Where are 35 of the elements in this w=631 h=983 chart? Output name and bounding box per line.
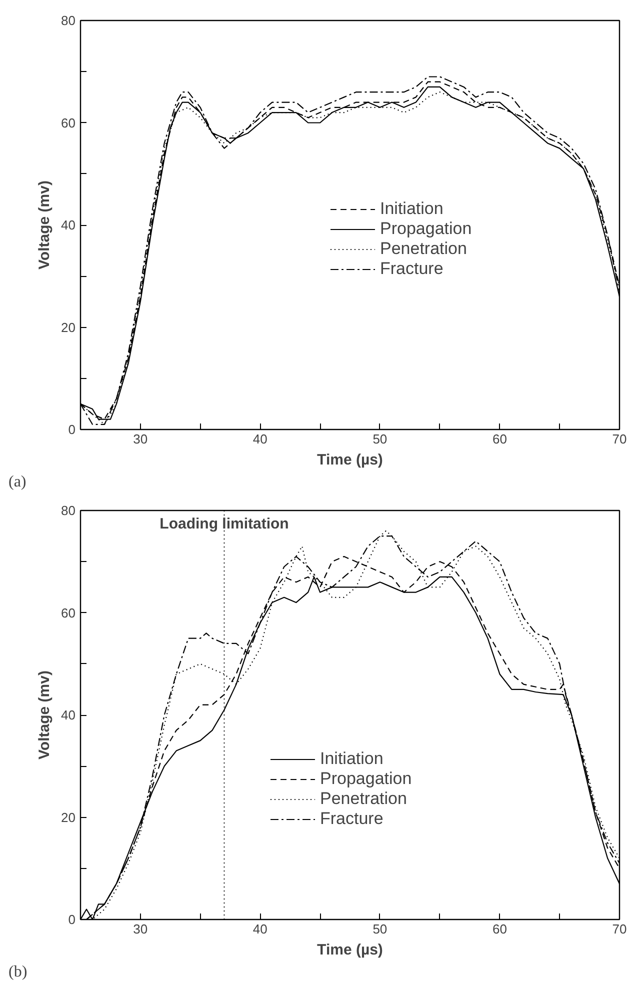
- legend-label: Initiation: [320, 749, 384, 769]
- x-tick-label: 70: [612, 922, 627, 936]
- legend-label: Propagation: [380, 219, 472, 239]
- x-tick-label: 60: [492, 432, 507, 446]
- legend-label: Initiation: [380, 199, 444, 219]
- x-axis-title: Time (µs): [317, 942, 383, 958]
- x-tick-label: 40: [252, 432, 268, 446]
- y-tick-label: 40: [61, 218, 76, 232]
- legend-label: Penetration: [320, 789, 407, 809]
- x-tick-label: 50: [372, 432, 388, 446]
- legend-label: Penetration: [380, 239, 467, 259]
- x-axis-title: Time (µs): [317, 452, 383, 468]
- y-tick-label: 0: [68, 912, 76, 927]
- x-tick-label: 70: [612, 432, 627, 446]
- y-tick-label: 0: [68, 422, 76, 437]
- text: (a): [8, 474, 26, 490]
- x-tick-label: 50: [372, 922, 388, 936]
- x-tick-label: 40: [252, 922, 268, 936]
- y-tick-label: 60: [61, 605, 76, 620]
- x-tick-label: 60: [492, 922, 507, 936]
- y-tick-label: 40: [61, 708, 76, 722]
- legend-label: Fracture: [320, 809, 384, 829]
- legend-label: Fracture: [380, 259, 444, 279]
- text: (b): [8, 964, 28, 980]
- legend-label: Propagation: [320, 769, 412, 789]
- y-axis-title: Voltage (mv): [36, 180, 54, 270]
- y-tick-label: 20: [61, 810, 76, 825]
- y-tick-label: 80: [61, 503, 76, 518]
- ref-line-label: Loading limitation: [160, 516, 289, 532]
- x-tick-label: 30: [133, 922, 148, 936]
- y-axis-title: Voltage (mv): [36, 670, 54, 760]
- y-tick-label: 80: [61, 13, 76, 28]
- y-tick-label: 20: [61, 320, 76, 335]
- y-tick-label: 60: [61, 115, 76, 130]
- x-tick-label: 30: [133, 432, 148, 446]
